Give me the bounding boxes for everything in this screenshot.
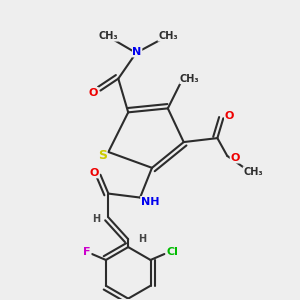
Text: O: O <box>230 153 240 163</box>
Text: CH₃: CH₃ <box>99 31 118 41</box>
Text: Cl: Cl <box>167 247 178 257</box>
Text: O: O <box>90 168 99 178</box>
Text: H: H <box>138 234 146 244</box>
Text: S: S <box>98 149 107 162</box>
Text: H: H <box>92 214 101 224</box>
Text: N: N <box>133 47 142 57</box>
Text: O: O <box>89 88 98 98</box>
Text: O: O <box>225 111 234 121</box>
Text: CH₃: CH₃ <box>243 167 263 177</box>
Text: NH: NH <box>141 196 159 206</box>
Text: CH₃: CH₃ <box>158 31 178 41</box>
Text: CH₃: CH₃ <box>180 74 200 84</box>
Text: F: F <box>83 247 91 257</box>
